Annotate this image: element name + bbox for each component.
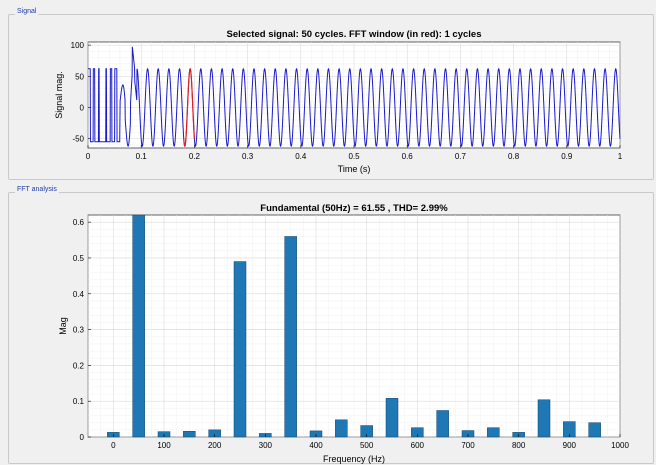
signal-x-tick-label: 0 xyxy=(86,152,91,161)
fft-y-tick-label: 0.1 xyxy=(73,397,85,406)
fft-bar xyxy=(132,214,145,438)
fft-bar xyxy=(436,410,449,438)
fft-bar xyxy=(487,427,500,438)
signal-x-tick-label: 0.6 xyxy=(402,152,414,161)
fft-y-label: Mag xyxy=(58,317,68,335)
fft-y-tick-label: 0.3 xyxy=(73,326,85,335)
fft-x-tick-label: 900 xyxy=(563,441,577,450)
signal-panel-title: Signal xyxy=(15,8,39,15)
signal-panel: Signal xyxy=(8,8,654,180)
fft-bar xyxy=(385,398,399,438)
fft-bars xyxy=(107,214,601,438)
signal-y-tick-label: 100 xyxy=(71,41,85,50)
fft-x-tick-label: 0 xyxy=(111,441,116,450)
signal-x-tick-label: 0.7 xyxy=(455,152,467,161)
fft-bar xyxy=(183,431,196,438)
signal-chart-title: Selected signal: 50 cycles. FFT window (… xyxy=(226,29,481,40)
fft-x-tick-label: 800 xyxy=(512,441,526,450)
fft-x-tick-label: 100 xyxy=(157,441,171,450)
fft-bar xyxy=(537,399,551,438)
fft-grid xyxy=(87,215,621,438)
fft-x-label: Frequency (Hz) xyxy=(323,454,385,464)
fft-y-tick-label: 0 xyxy=(80,433,85,442)
signal-line xyxy=(88,46,621,147)
fft-y-tick-label: 0.4 xyxy=(73,290,85,299)
signal-x-tick-label: 0.9 xyxy=(561,152,573,161)
signal-x-label: Time (s) xyxy=(338,164,371,174)
fft-window-line xyxy=(183,68,195,147)
signal-x-tick-label: 0.5 xyxy=(348,152,360,161)
fft-bar xyxy=(233,261,247,438)
fft-bar xyxy=(335,419,348,438)
signal-x-tick-label: 0.3 xyxy=(242,152,254,161)
fft-ticks: 0 100 200 300 400 500 600 700 800 900 1000 0 0.1 0.2 0… xyxy=(73,218,630,450)
signal-y-tick-label: 50 xyxy=(75,72,84,81)
signal-x-tick-label: 0.8 xyxy=(508,152,520,161)
fft-x-tick-label: 600 xyxy=(411,441,425,450)
signal-y-tick-label: -50 xyxy=(72,135,84,144)
fft-x-tick-label: 200 xyxy=(208,441,222,450)
fft-chart-title: Fundamental (50Hz) = 61.55 , THD= 2.99% xyxy=(260,203,448,214)
signal-x-tick-label: 0.1 xyxy=(136,152,148,161)
fft-x-tick-label: 300 xyxy=(259,441,273,450)
signal-x-tick-label: 1 xyxy=(618,152,623,161)
fft-bar xyxy=(588,422,601,438)
fft-panel-title: FFT analysis xyxy=(15,186,59,193)
fft-x-tick-label: 400 xyxy=(309,441,323,450)
fft-y-tick-label: 0.6 xyxy=(73,218,85,227)
signal-x-tick-label: 0.2 xyxy=(189,152,201,161)
signal-y-label: Signal mag. xyxy=(54,71,64,119)
fft-y-tick-label: 0.5 xyxy=(73,254,85,263)
fft-bar xyxy=(284,236,297,438)
signal-x-tick-label: 0.4 xyxy=(295,152,307,161)
signal-y-tick-label: 0 xyxy=(80,103,85,112)
fft-analysis-panel: FFT analysis xyxy=(8,186,654,464)
fft-y-tick-label: 0.2 xyxy=(73,361,85,370)
fft-x-tick-label: 700 xyxy=(461,441,475,450)
fft-x-tick-label: 1000 xyxy=(611,441,629,450)
fft-x-tick-label: 500 xyxy=(360,441,374,450)
